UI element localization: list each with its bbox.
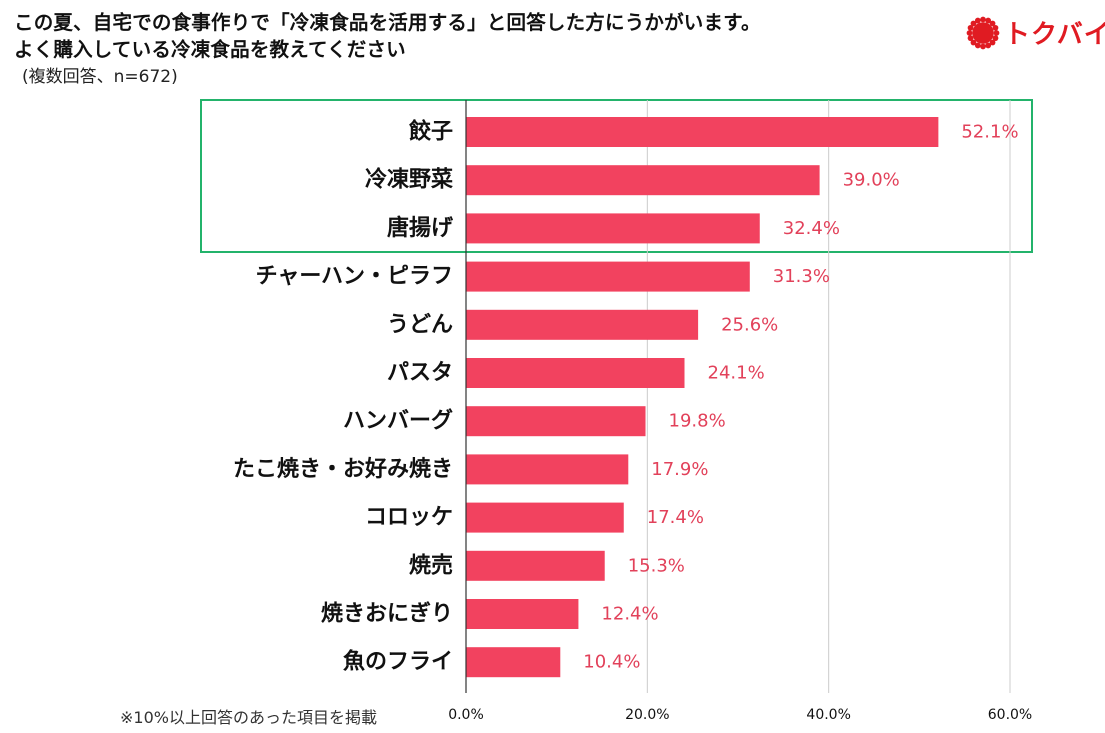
value-label: 19.8%: [669, 411, 726, 432]
value-label: 39.0%: [843, 170, 900, 191]
bar: [466, 358, 685, 388]
footnote: ※10%以上回答のあった項目を掲載: [120, 708, 377, 727]
value-label: 12.4%: [601, 604, 658, 625]
bar: [466, 502, 624, 533]
bar: [466, 550, 605, 581]
value-label: 25.6%: [721, 314, 778, 335]
bar: [466, 213, 760, 244]
bar: [466, 454, 629, 485]
bar: [466, 117, 939, 147]
x-tick-label: 20.0%: [625, 707, 669, 723]
category-label: 焼売: [409, 552, 453, 578]
highlight-box: [200, 99, 1033, 253]
value-label: 52.1%: [961, 122, 1018, 143]
category-label: 魚のフライ: [343, 649, 453, 675]
bar: [466, 647, 561, 678]
category-label: コロッケ: [365, 505, 453, 530]
red-sun-icon: [966, 16, 1000, 49]
value-label: 10.4%: [583, 652, 640, 673]
category-label: チャーハン・ピラフ: [256, 264, 453, 289]
bar: [466, 165, 820, 196]
value-label: 24.1%: [708, 363, 765, 384]
bar: [466, 599, 579, 629]
category-label: パスタ: [387, 361, 453, 386]
bar: [466, 406, 646, 437]
x-tick-label: 0.0%: [448, 707, 484, 723]
value-label: 15.3%: [628, 555, 685, 576]
category-label: うどん: [387, 312, 453, 337]
value-label: 31.3%: [773, 266, 830, 287]
bar: [466, 261, 750, 292]
category-label: 焼きおにぎり: [321, 601, 453, 627]
category-label: ハンバーグ: [343, 408, 453, 434]
logo-text: トクバイ: [1004, 20, 1105, 50]
tokubai-logo: トクバイ: [965, 14, 1105, 51]
x-tick-label: 60.0%: [988, 707, 1032, 723]
category-label: たこ焼き・お好み焼き: [233, 456, 453, 482]
value-label: 32.4%: [783, 218, 840, 239]
chart-title-line1: この夏、自宅での食事作りで「冷凍食品を活用する」と回答した方にうかがいます。: [14, 11, 761, 34]
bar: [466, 309, 699, 340]
category-label: 唐揚げ: [387, 215, 454, 241]
chart-subtitle: (複数回答、n=672): [22, 67, 178, 87]
category-label: 餃子: [409, 119, 453, 145]
value-label: 17.9%: [651, 459, 708, 480]
x-tick-label: 40.0%: [806, 707, 850, 723]
category-label: 冷凍野菜: [365, 167, 453, 193]
value-label: 17.4%: [647, 507, 704, 528]
chart-title-line2: よく購入している冷凍食品を教えてください: [14, 38, 406, 61]
